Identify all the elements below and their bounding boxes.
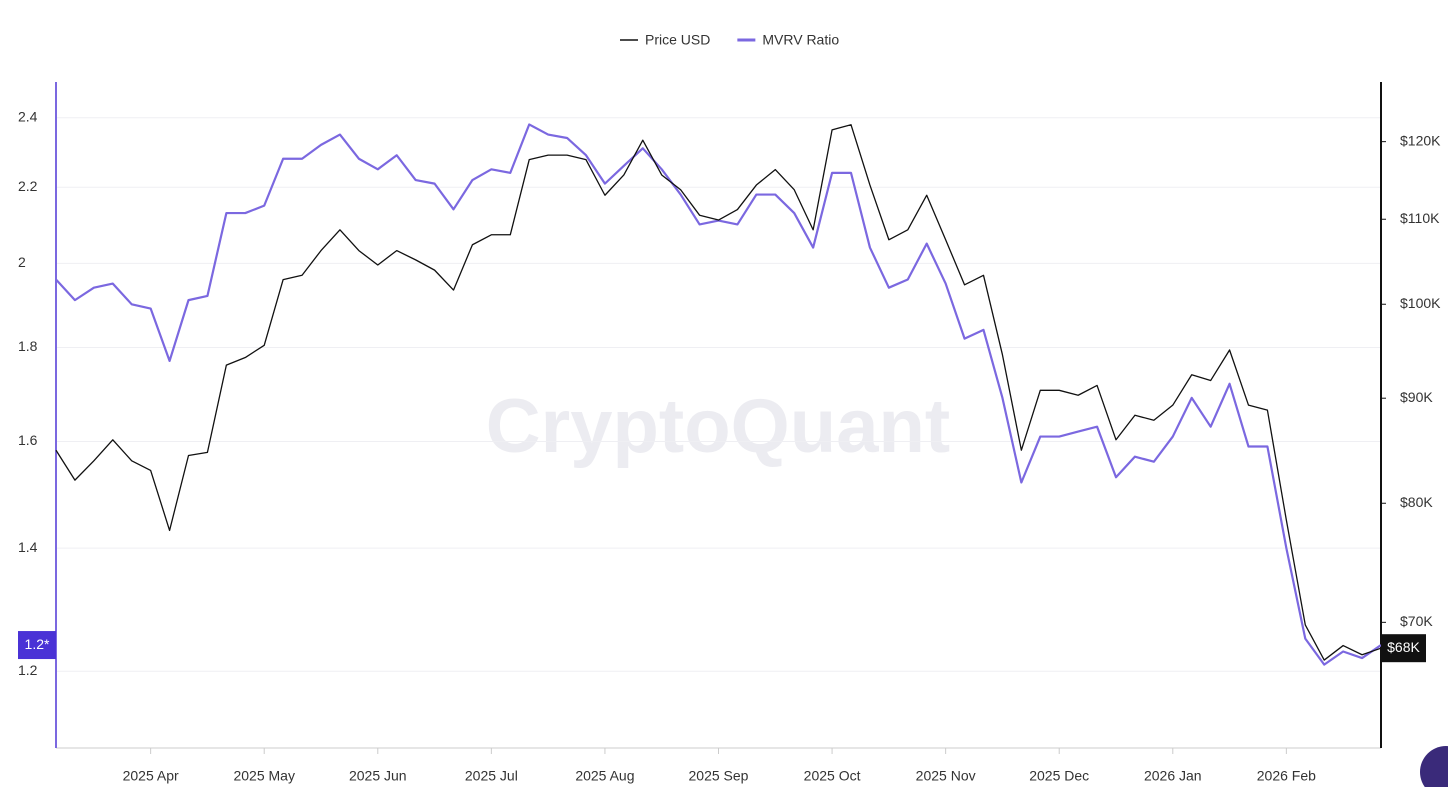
legend-label[interactable]: MVRV Ratio (762, 32, 839, 48)
y-tick-label: 1.8 (18, 338, 38, 354)
y2-tick-label: $90K (1400, 389, 1433, 405)
y2-tick-label: $80K (1400, 494, 1433, 510)
y2-tick-label: $100K (1400, 295, 1441, 311)
x-tick-label: 2025 Sep (689, 768, 749, 784)
y-tick-label: 2.2 (18, 178, 38, 194)
y-tick-label: 2 (18, 254, 26, 270)
y2-tick-label: $70K (1400, 613, 1433, 629)
watermark: CryptoQuant (486, 384, 950, 469)
x-tick-label: 2025 Aug (575, 768, 634, 784)
legend-label[interactable]: Price USD (645, 32, 710, 48)
y-tick-label: 1.6 (18, 432, 38, 448)
x-tick-label: 2025 Apr (123, 768, 179, 784)
help-button[interactable] (1420, 746, 1448, 787)
x-tick-label: 2025 Nov (916, 768, 976, 784)
x-tick-label: 2025 Dec (1029, 768, 1089, 784)
y-tick-label: 1.4 (18, 539, 38, 555)
x-tick-label: 2025 Oct (804, 768, 861, 784)
y-tick-label: 2.4 (18, 108, 38, 124)
y-tick-label: 1.2 (18, 662, 38, 678)
last-value-label: 1.2* (25, 636, 50, 652)
series-line (55, 124, 1382, 661)
x-tick-label: 2025 Jun (349, 768, 407, 784)
last-value-badge (1381, 634, 1426, 663)
x-tick-label: 2026 Jan (1144, 768, 1202, 784)
x-tick-label: 2025 May (233, 768, 294, 784)
last-value-badge (18, 631, 56, 660)
x-tick-label: 2025 Jul (465, 768, 518, 784)
x-tick-label: 2026 Feb (1257, 768, 1316, 784)
y2-tick-label: $110K (1400, 210, 1440, 226)
y2-tick-label: $120K (1400, 132, 1441, 148)
last-value-label: $68K (1387, 639, 1420, 655)
